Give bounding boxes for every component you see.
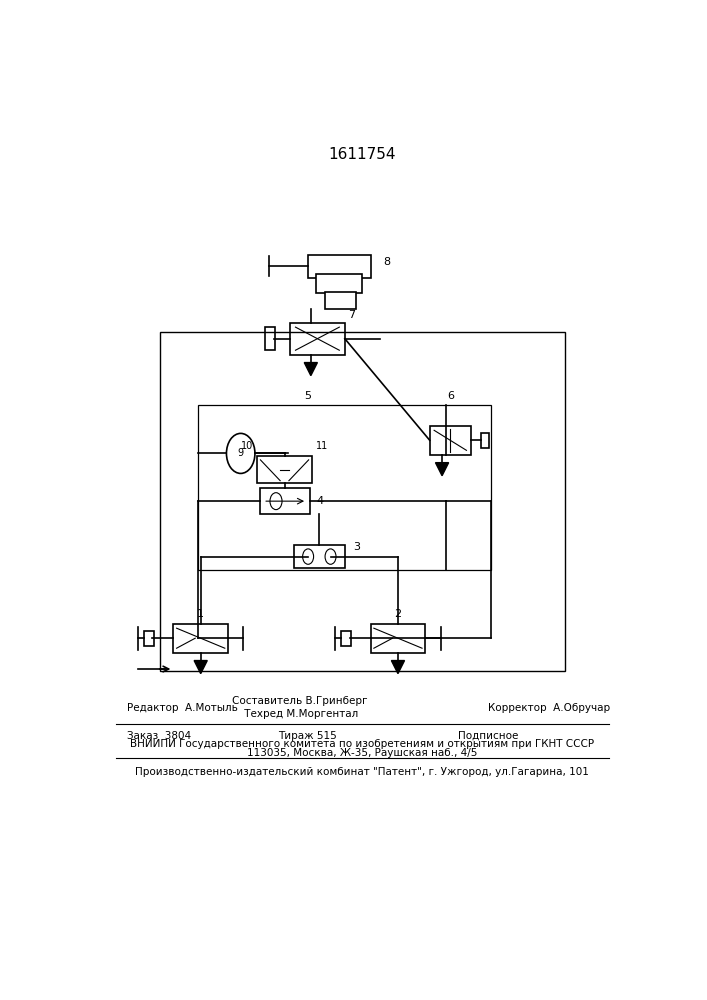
Bar bbox=[370, 624, 426, 653]
Bar bbox=[160, 332, 565, 671]
Text: 6: 6 bbox=[447, 391, 454, 401]
Text: 1611754: 1611754 bbox=[329, 147, 396, 162]
Text: 113035, Москва, Ж-35, Раушская наб., 4/5: 113035, Москва, Ж-35, Раушская наб., 4/5 bbox=[247, 748, 477, 758]
Text: 10: 10 bbox=[241, 441, 253, 451]
Text: Редактор  А.Мотыль: Редактор А.Мотыль bbox=[127, 703, 238, 713]
Bar bbox=[144, 631, 153, 646]
Text: 1: 1 bbox=[197, 609, 204, 619]
Text: Подписное: Подписное bbox=[458, 731, 518, 741]
Text: Техред М.Моргентал: Техред М.Моргентал bbox=[240, 709, 358, 719]
Bar bbox=[308, 255, 370, 278]
Text: 3: 3 bbox=[354, 542, 361, 552]
Text: 4: 4 bbox=[317, 496, 324, 506]
Bar bbox=[198, 405, 491, 570]
Polygon shape bbox=[392, 661, 404, 674]
Bar bbox=[290, 323, 345, 355]
Text: 5: 5 bbox=[304, 391, 311, 401]
Text: Заказ  3804: Заказ 3804 bbox=[127, 731, 191, 741]
Bar bbox=[316, 274, 363, 293]
Bar bbox=[341, 631, 351, 646]
Bar bbox=[430, 426, 471, 455]
Text: 7: 7 bbox=[348, 310, 355, 320]
Text: Производственно-издательский комбинат "Патент", г. Ужгород, ул.Гагарина, 101: Производственно-издательский комбинат "П… bbox=[136, 767, 589, 777]
Bar bbox=[260, 488, 310, 514]
Text: 9: 9 bbox=[238, 448, 244, 458]
Bar bbox=[481, 433, 489, 448]
Bar bbox=[265, 327, 275, 350]
Bar bbox=[325, 292, 356, 309]
Text: Корректор  А.Обручар: Корректор А.Обручар bbox=[489, 703, 610, 713]
Polygon shape bbox=[194, 661, 207, 674]
Bar bbox=[173, 624, 228, 653]
Text: 8: 8 bbox=[383, 257, 390, 267]
Text: ВНИИПИ Государственного комитета по изобретениям и открытиям при ГКНТ СССР: ВНИИПИ Государственного комитета по изоб… bbox=[130, 739, 595, 749]
Polygon shape bbox=[304, 363, 317, 376]
Bar bbox=[294, 545, 345, 568]
Text: 11: 11 bbox=[315, 441, 328, 451]
Polygon shape bbox=[436, 463, 449, 476]
Bar bbox=[257, 456, 312, 483]
Text: Тираж 515: Тираж 515 bbox=[278, 731, 337, 741]
Text: Составитель В.Гринберг: Составитель В.Гринберг bbox=[232, 696, 367, 706]
Text: 2: 2 bbox=[395, 609, 402, 619]
